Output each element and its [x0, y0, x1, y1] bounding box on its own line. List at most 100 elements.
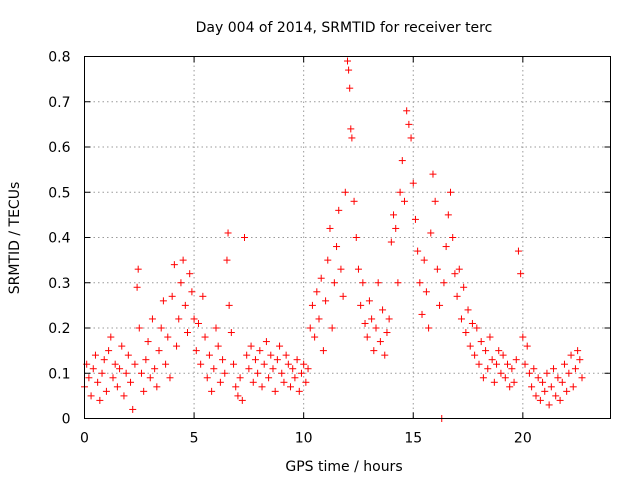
data-point — [111, 360, 119, 368]
data-point — [453, 292, 461, 300]
data-point — [293, 356, 301, 364]
data-point — [328, 324, 336, 332]
data-point — [514, 247, 522, 255]
data-point — [528, 383, 536, 391]
data-point — [436, 301, 444, 309]
data-point — [530, 365, 538, 373]
data-point — [457, 315, 465, 323]
data-point — [552, 392, 560, 400]
data-point — [484, 365, 492, 373]
data-point — [521, 360, 529, 368]
data-point — [464, 306, 472, 314]
data-point — [142, 356, 150, 364]
data-point — [431, 197, 439, 205]
data-point — [278, 369, 286, 377]
data-point — [224, 229, 232, 237]
data-point — [466, 342, 474, 350]
data-point — [571, 365, 579, 373]
data-point — [345, 66, 353, 74]
data-point — [357, 301, 365, 309]
data-point — [482, 347, 490, 355]
data-point — [116, 365, 124, 373]
data-point — [547, 383, 555, 391]
data-point — [212, 324, 220, 332]
data-point — [425, 324, 433, 332]
data-point — [190, 315, 198, 323]
axis-ticks — [84, 56, 611, 419]
data-point — [245, 365, 253, 373]
data-point — [554, 374, 562, 382]
data-point — [260, 360, 268, 368]
data-point — [131, 360, 139, 368]
data-point — [409, 179, 417, 187]
data-point — [361, 319, 369, 327]
data-point — [392, 224, 400, 232]
y-tick-label: 0.2 — [48, 321, 70, 337]
data-point — [127, 378, 135, 386]
data-point — [534, 374, 542, 382]
data-point — [181, 301, 189, 309]
data-point — [173, 342, 181, 350]
x-tick-label: 15 — [404, 431, 422, 447]
data-point — [311, 333, 319, 341]
data-point — [258, 383, 266, 391]
data-point — [184, 329, 192, 337]
data-point — [363, 333, 371, 341]
data-point — [460, 283, 468, 291]
data-point — [394, 279, 402, 287]
data-point — [192, 347, 200, 355]
data-point — [135, 324, 143, 332]
data-point — [319, 347, 327, 355]
data-point — [168, 292, 176, 300]
data-point — [300, 360, 308, 368]
data-point — [383, 329, 391, 337]
data-point — [348, 134, 356, 142]
data-point — [396, 188, 404, 196]
data-point — [133, 283, 141, 291]
data-point — [565, 369, 573, 377]
data-point — [541, 387, 549, 395]
data-point — [462, 329, 470, 337]
data-point — [545, 401, 553, 409]
data-point — [473, 324, 481, 332]
data-point — [420, 256, 428, 264]
data-point — [322, 297, 330, 305]
y-tick-label: 0.1 — [48, 366, 70, 382]
data-point — [134, 265, 142, 273]
data-point — [387, 238, 395, 246]
y-tick-label: 0.3 — [48, 276, 70, 292]
data-point — [517, 270, 525, 278]
data-point — [510, 378, 518, 386]
data-point — [240, 234, 248, 241]
data-point — [137, 369, 145, 377]
data-point — [236, 374, 244, 382]
data-point — [100, 356, 108, 364]
data-point — [284, 360, 292, 368]
data-point — [567, 351, 575, 359]
data-point — [197, 360, 205, 368]
y-axis-title: SRMTID / TECUs — [7, 182, 23, 295]
data-point — [449, 234, 457, 241]
data-point — [208, 387, 216, 395]
data-point — [486, 333, 494, 341]
y-tick-label: 0 — [62, 412, 71, 428]
data-point — [256, 347, 264, 355]
data-point — [442, 243, 450, 251]
data-point — [225, 301, 233, 309]
data-point — [102, 387, 110, 395]
data-point — [276, 342, 284, 350]
data-point — [315, 315, 323, 323]
x-tick-label: 0 — [80, 431, 89, 447]
data-point — [118, 342, 126, 350]
data-point — [447, 188, 455, 196]
data-point — [262, 338, 270, 346]
data-point — [440, 279, 448, 287]
data-point — [578, 374, 586, 382]
data-point — [563, 387, 571, 395]
data-point — [359, 279, 367, 287]
x-tick-label: 10 — [295, 431, 313, 447]
data-point — [249, 378, 257, 386]
data-point — [556, 396, 564, 404]
data-point — [398, 157, 406, 165]
data-point — [230, 360, 238, 368]
